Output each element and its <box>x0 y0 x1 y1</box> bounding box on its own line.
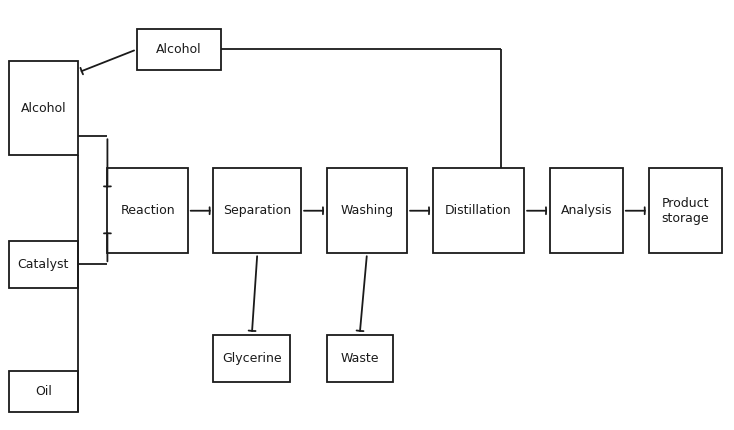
Text: Waste: Waste <box>341 352 379 365</box>
Text: Oil: Oil <box>35 385 52 398</box>
Text: Alcohol: Alcohol <box>21 101 66 115</box>
Text: Catalyst: Catalyst <box>18 258 69 270</box>
Bar <box>214 335 290 381</box>
Bar <box>327 335 393 381</box>
Text: Analysis: Analysis <box>561 204 612 217</box>
Text: Product
storage: Product storage <box>661 197 709 225</box>
Text: Washing: Washing <box>341 204 393 217</box>
Bar <box>214 168 301 253</box>
Text: Reaction: Reaction <box>120 204 175 217</box>
Text: Distillation: Distillation <box>446 204 512 217</box>
Bar <box>9 371 78 412</box>
Bar <box>107 168 188 253</box>
Text: Separation: Separation <box>223 204 291 217</box>
Bar <box>9 241 78 288</box>
Bar <box>137 29 221 70</box>
Text: Alcohol: Alcohol <box>156 43 202 56</box>
Bar <box>649 168 722 253</box>
Bar <box>9 61 78 155</box>
Bar <box>327 168 407 253</box>
Bar <box>550 168 623 253</box>
Bar <box>433 168 524 253</box>
Text: Glycerine: Glycerine <box>222 352 282 365</box>
